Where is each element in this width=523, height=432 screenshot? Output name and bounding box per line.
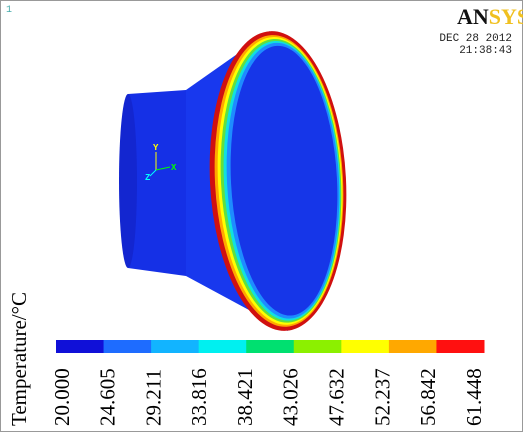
legend-band [199, 340, 247, 353]
legend-label: 43.026 [279, 368, 303, 426]
legend-band [56, 340, 104, 353]
logo-part: SYS [489, 4, 523, 29]
legend-label: 20.000 [50, 368, 74, 426]
cylinder-end [119, 94, 137, 268]
legend-band [151, 340, 199, 353]
legend-band [294, 340, 342, 353]
time: 21:38:43 [459, 45, 512, 57]
legend-band [104, 340, 152, 353]
legend-title: Temperature/°C [7, 292, 31, 426]
legend-label: 33.816 [187, 368, 211, 426]
legend-label: 29.211 [141, 369, 165, 426]
triad-label: X [171, 163, 177, 173]
window-number: 1 [6, 5, 12, 16]
logo: ANSYS [457, 4, 523, 29]
legend-label: 56.842 [416, 368, 440, 426]
triad-label: Y [153, 143, 159, 153]
legend-band [246, 340, 294, 353]
logo-part: AN [457, 4, 489, 29]
legend-label: 52.237 [370, 368, 394, 426]
date: DEC 28 2012 [439, 33, 512, 45]
legend-band [389, 340, 437, 353]
legend-label: 47.632 [324, 368, 348, 426]
legend-band [436, 340, 484, 353]
legend-label: 24.605 [96, 368, 120, 426]
legend-label: 61.448 [462, 368, 486, 426]
legend-label: 38.421 [233, 368, 257, 426]
legend-band [341, 340, 389, 353]
triad-label: Z [145, 173, 150, 183]
figure: 1 ANSYS DEC 28 2012 21:38:43 Y Z X Tempe… [0, 0, 523, 432]
